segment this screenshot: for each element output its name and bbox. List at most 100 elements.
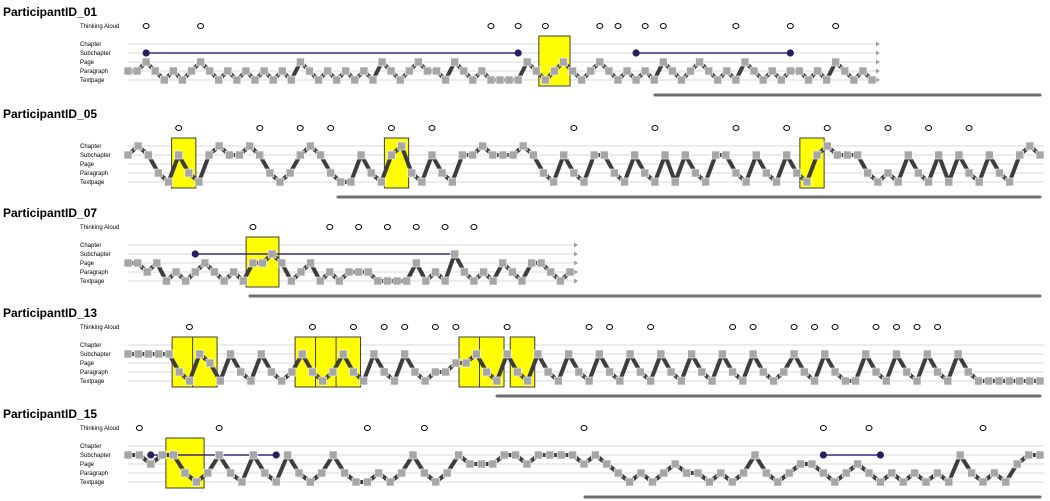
navigation-step [1024,450,1033,460]
navigation-step [853,459,862,469]
navigation-step [636,468,646,478]
navigation-step [522,57,532,67]
navigation-step [356,150,366,160]
navigation-step [479,267,488,277]
navigation-step [807,459,817,469]
thinking-aloud-marker [296,125,304,131]
navigation-step [316,150,325,160]
navigation-step [668,66,677,76]
navigation-step [377,57,387,67]
navigation-step [287,75,296,85]
navigation-step [705,477,714,487]
navigation-step [277,66,287,76]
navigation-step [718,349,727,359]
navigation-step [157,450,167,460]
navigation-step [867,75,877,85]
navigation-step [630,150,639,160]
thinking-aloud-marker [428,125,436,131]
navigation-step [323,66,332,76]
level-label: Subchapter [80,153,111,159]
navigation-step [180,468,190,478]
navigation-step [697,367,707,377]
navigation-step [143,150,153,160]
thinking-aloud-marker [819,425,827,431]
navigation-step [670,177,680,187]
navigation-step [154,168,163,178]
navigation-step [174,367,184,377]
level-label: Page [80,361,95,367]
level-label: Thinking Aloud [80,325,119,331]
navigation-step [800,367,809,377]
navigation-step [461,358,471,368]
level-label: Thinking Aloud [80,24,119,30]
navigation-step [150,66,160,76]
navigation-step [767,66,777,76]
navigation-step [414,57,423,67]
navigation-step [579,177,589,187]
navigation-step [210,267,219,277]
navigation-step [390,376,399,386]
thinking-aloud-marker [175,125,183,131]
navigation-step [759,367,768,377]
navigation-step [397,468,406,478]
navigation-step [687,349,696,359]
thinking-aloud-marker [355,224,363,230]
navigation-step [379,367,389,377]
level-label: Chapter [80,42,101,48]
navigation-step [441,367,450,377]
navigation-step [255,150,265,160]
navigation-step [146,459,156,469]
navigation-step [659,57,668,67]
navigation-step [804,75,813,85]
navigation-step [185,376,194,386]
navigation-step [373,276,383,286]
navigation-step [232,75,242,85]
navigation-step [459,66,469,76]
navigation-step [840,66,850,76]
navigation-step [556,276,565,286]
navigation-step [748,349,758,359]
navigation-step [513,75,523,85]
navigation-step [695,57,704,67]
navigation-step [887,468,897,478]
thinking-aloud-marker [823,125,831,131]
navigation-step [308,367,317,377]
navigation-step [820,349,830,359]
navigation-step [536,258,546,268]
navigation-step [843,150,852,160]
navigation-step [417,177,427,187]
navigation-step [758,75,768,85]
thinking-aloud-marker [452,324,460,330]
navigation-step [152,258,162,268]
navigation-step [351,477,361,487]
navigation-step [469,276,479,286]
navigation-step [1015,376,1024,386]
navigation-step [245,141,254,151]
navigation-step [256,349,266,359]
navigation-step [953,349,963,359]
navigation-step [670,459,680,469]
thinking-aloud-marker [487,23,495,29]
span-dot [819,451,828,459]
navigation-step [776,75,786,85]
navigation-step [640,66,650,76]
navigation-step [863,168,873,178]
navigation-step [258,258,267,268]
navigation-step [686,66,695,76]
navigation-step [259,66,269,76]
navigation-step [338,349,348,359]
navigation-step [377,177,386,187]
navigation-step [133,141,143,151]
navigation-step [219,276,229,286]
navigation-step [681,150,690,160]
navigation-step [387,150,396,160]
navigation-step [550,66,559,76]
navigation-step [1012,459,1022,469]
navigation-step [133,258,142,268]
navigation-step [933,468,942,478]
navigation-step [711,150,721,160]
level-label: Textpage [80,379,105,385]
row-arrow [876,50,880,56]
navigation-step [693,468,703,478]
navigation-step [545,450,555,460]
